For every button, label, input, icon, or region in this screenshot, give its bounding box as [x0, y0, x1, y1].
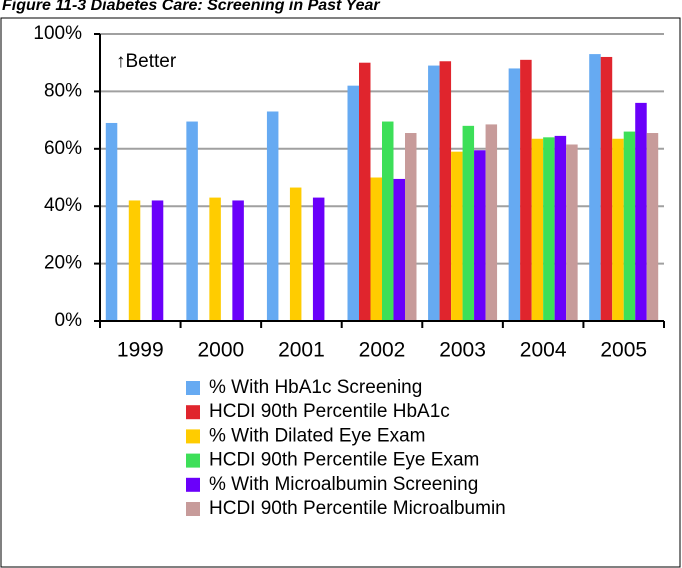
bar	[600, 56, 613, 322]
bar	[289, 187, 302, 321]
bar	[151, 200, 164, 321]
frame	[0, 17, 681, 568]
legend-swatch	[186, 477, 200, 492]
bar	[405, 133, 417, 321]
bar	[209, 197, 221, 321]
x-tick-label: 2000	[197, 339, 244, 362]
bar	[105, 122, 118, 321]
bar	[520, 59, 532, 322]
bar	[612, 138, 624, 321]
bar	[508, 68, 521, 321]
legend-label: HCDI 90th Percentile Microalbumin	[209, 498, 506, 519]
bar	[623, 131, 636, 321]
x-tick-label: 2002	[359, 339, 406, 362]
bar	[646, 133, 659, 321]
x-tick-label: 2004	[520, 339, 567, 362]
legend-label: % With Dilated Eye Exam	[209, 425, 425, 446]
bar	[543, 137, 555, 321]
bar	[393, 178, 405, 321]
bar	[428, 65, 440, 321]
bar	[128, 200, 141, 321]
legend-label: % With HbA1c Screening	[209, 377, 422, 398]
legend-swatch	[186, 429, 200, 444]
legend-swatch	[186, 381, 200, 395]
y-tick-label: 20%	[44, 253, 82, 274]
x-tick-label: 2005	[600, 339, 647, 362]
bar	[589, 54, 601, 322]
bar	[186, 121, 198, 321]
bar	[439, 61, 452, 321]
legend-swatch	[186, 453, 200, 468]
y-tick-label: 0%	[55, 310, 83, 331]
bar	[232, 200, 244, 321]
bar	[312, 197, 325, 321]
x-tick-label: 2003	[439, 339, 486, 362]
bar	[347, 85, 359, 321]
bar	[266, 111, 279, 322]
bar	[635, 102, 647, 321]
bar	[554, 135, 567, 321]
legend-label: HCDI 90th Percentile HbA1c	[209, 401, 450, 422]
bar	[359, 62, 371, 321]
x-tick-label: 2001	[278, 339, 325, 362]
legend-swatch	[186, 405, 200, 420]
bar	[451, 151, 463, 321]
bar	[485, 124, 498, 321]
x-tick-label: 1999	[117, 339, 164, 362]
bar	[462, 125, 475, 321]
y-tick-label: 80%	[44, 80, 82, 101]
bar	[474, 150, 486, 321]
legend-swatch	[186, 502, 200, 516]
bar	[531, 138, 544, 321]
y-tick-label: 60%	[44, 138, 82, 159]
legend-label: % With Microalbumin Screening	[209, 474, 478, 495]
bar	[370, 177, 382, 321]
legend-label: HCDI 90th Percentile Eye Exam	[209, 450, 479, 471]
bar	[382, 121, 394, 321]
y-tick-label: 100%	[33, 23, 82, 44]
annotation: ↑Better	[116, 51, 177, 72]
bar	[566, 144, 578, 321]
chart-title: Figure 11-3 Diabetes Care: Screening in …	[2, 0, 380, 14]
y-tick-label: 40%	[44, 195, 82, 216]
